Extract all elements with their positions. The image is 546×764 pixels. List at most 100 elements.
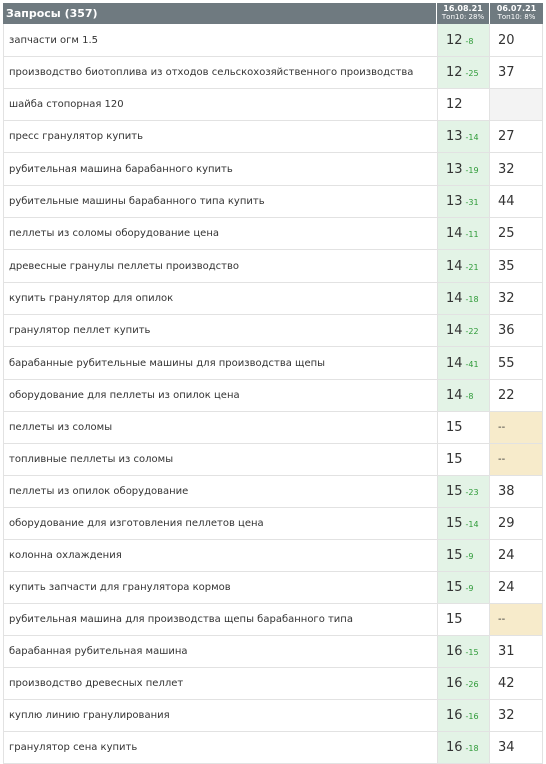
position-cell-current: 12 -25 bbox=[437, 57, 489, 88]
position-cell-previous: 27 bbox=[489, 121, 543, 152]
query-cell[interactable]: оборудование для изготовления пеллетов ц… bbox=[3, 508, 437, 539]
table-body: запчасти огм 1.5 12 -8 20 производство биото… bbox=[3, 24, 543, 764]
position-value: 14 bbox=[446, 355, 463, 371]
query-cell[interactable]: топливные пеллеты из соломы bbox=[3, 444, 437, 475]
position-delta: -21 bbox=[465, 262, 479, 272]
position-cell-current: 15 -9 bbox=[437, 572, 489, 603]
position-delta: -14 bbox=[465, 133, 479, 142]
table-row: купить гранулятор для опилок 14 -18 32 bbox=[3, 283, 543, 315]
position-value: 15 bbox=[446, 516, 463, 531]
position-cell-previous: 42 bbox=[489, 668, 543, 699]
position-cell-current: 15 bbox=[437, 604, 489, 635]
table-row: пеллеты из соломы 15 -- bbox=[3, 412, 543, 444]
position-cell-current: 14 -22 bbox=[437, 315, 489, 346]
table-row: рубительная машина для производства щепы… bbox=[3, 604, 543, 636]
table-row: пеллеты из опилок оборудование 15 -23 38 bbox=[3, 476, 543, 508]
table-row: купить запчасти для гранулятора кормов 15… bbox=[3, 572, 543, 604]
position-value: 14 bbox=[446, 323, 463, 338]
position-value: 15 bbox=[446, 484, 463, 499]
position-cell-current: 15 -14 bbox=[437, 508, 489, 539]
query-cell[interactable]: рубительные машины барабанного типа купи… bbox=[3, 186, 437, 217]
query-cell[interactable]: древесные гранулы пеллеты производство bbox=[3, 250, 437, 282]
table-row: рубительные машины барабанного типа купи… bbox=[3, 186, 543, 218]
queries-column-header[interactable]: Запросы (357) bbox=[3, 3, 436, 24]
position-cell-current: 15 bbox=[437, 444, 489, 475]
table-row: рубительная машина барабанного купить 13-… bbox=[3, 153, 543, 186]
position-value: 14 bbox=[446, 291, 463, 306]
position-delta: -9 bbox=[465, 552, 474, 561]
position-value: 16 bbox=[446, 676, 463, 691]
table-row: шайба стопорная 120 12 bbox=[3, 89, 543, 121]
position-value: 15 bbox=[446, 452, 463, 467]
table-row: топливные пеллеты из соломы 15 -- bbox=[3, 444, 543, 476]
query-cell[interactable]: оборудование для пеллеты из опилок цена bbox=[3, 380, 437, 411]
position-value: 12 bbox=[446, 65, 463, 80]
positions-table: Запросы (357) 16.08.21 Топ10: 28% 06.07.… bbox=[3, 3, 543, 764]
position-cell-previous: 29 bbox=[489, 508, 543, 539]
position-value: 13 bbox=[446, 161, 463, 177]
position-value: 16 bbox=[446, 644, 463, 659]
query-cell[interactable]: купить гранулятор для опилок bbox=[3, 283, 437, 314]
position-cell-previous bbox=[489, 89, 543, 120]
top10-label-1: Топ10: 28% bbox=[441, 13, 485, 21]
query-cell[interactable]: купить запчасти для гранулятора кормов bbox=[3, 572, 437, 603]
position-delta: -25 bbox=[465, 69, 479, 78]
position-delta: -23 bbox=[465, 488, 479, 497]
position-cell-current: 14 -18 bbox=[437, 283, 489, 314]
position-cell-previous: 20 bbox=[489, 24, 543, 56]
query-cell[interactable]: пресс гранулятор купить bbox=[3, 121, 437, 152]
query-cell[interactable]: пеллеты из соломы оборудование цена bbox=[3, 218, 437, 249]
query-cell[interactable]: рубительная машина барабанного купить bbox=[3, 153, 437, 185]
query-cell[interactable]: производство древесных пеллет bbox=[3, 668, 437, 699]
position-delta: -41 bbox=[465, 359, 479, 369]
query-cell[interactable]: запчасти огм 1.5 bbox=[3, 24, 437, 56]
query-cell[interactable]: гранулятор пеллет купить bbox=[3, 315, 437, 346]
table-row: куплю линию гранулирования 16 -16 32 bbox=[3, 700, 543, 732]
position-cell-current: 16 -26 bbox=[437, 668, 489, 699]
query-cell[interactable]: пеллеты из соломы bbox=[3, 412, 437, 443]
table-row: пресс гранулятор купить 13 -14 27 bbox=[3, 121, 543, 153]
table-row: древесные гранулы пеллеты производство 14… bbox=[3, 250, 543, 283]
query-cell[interactable]: производство биотоплива из отходов сельс… bbox=[3, 57, 437, 88]
position-value: 14 bbox=[446, 226, 463, 241]
position-cell-previous: 37 bbox=[489, 57, 543, 88]
table-row: пеллеты из соломы оборудование цена 14 -11… bbox=[3, 218, 543, 250]
position-value: 13 bbox=[446, 129, 463, 144]
table-header: Запросы (357) 16.08.21 Топ10: 28% 06.07.… bbox=[3, 3, 543, 24]
position-delta: -19 bbox=[465, 165, 479, 175]
position-cell-previous: 24 bbox=[489, 540, 543, 571]
query-cell[interactable]: барабанные рубительные машины для произв… bbox=[3, 347, 437, 379]
query-cell[interactable]: пеллеты из опилок оборудование bbox=[3, 476, 437, 507]
query-cell[interactable]: шайба стопорная 120 bbox=[3, 89, 437, 120]
position-cell-previous: 32 bbox=[489, 283, 543, 314]
query-cell[interactable]: куплю линию гранулирования bbox=[3, 700, 437, 731]
position-cell-previous: 22 bbox=[489, 380, 543, 411]
date-column-header-1[interactable]: 16.08.21 Топ10: 28% bbox=[437, 3, 489, 24]
position-cell-previous: 24 bbox=[489, 572, 543, 603]
position-cell-current: 12 -8 bbox=[437, 24, 489, 56]
position-cell-previous: 35 bbox=[489, 250, 543, 282]
position-value: 15 bbox=[446, 580, 463, 595]
position-cell-previous: -- bbox=[489, 604, 543, 635]
position-value: 12 bbox=[446, 32, 463, 48]
query-cell[interactable]: рубительная машина для производства щепы… bbox=[3, 604, 437, 635]
position-value: 15 bbox=[446, 420, 463, 435]
query-cell[interactable]: гранулятор сена купить bbox=[3, 732, 437, 763]
position-cell-previous: 38 bbox=[489, 476, 543, 507]
query-cell[interactable]: колонна охлаждения bbox=[3, 540, 437, 571]
position-cell-current: 12 bbox=[437, 89, 489, 120]
table-row: производство древесных пеллет 16 -26 42 bbox=[3, 668, 543, 700]
position-value: 16 bbox=[446, 740, 463, 755]
position-cell-current: 14 -21 bbox=[437, 250, 489, 282]
position-delta: -11 bbox=[465, 230, 479, 239]
date-column-header-2[interactable]: 06.07.21 Топ10: 8% bbox=[490, 3, 543, 24]
position-cell-current: 13 -19 bbox=[437, 153, 489, 185]
query-cell[interactable]: барабанная рубительная машина bbox=[3, 636, 437, 667]
position-value: 14 bbox=[446, 258, 463, 274]
position-value: 15 bbox=[446, 548, 463, 563]
position-delta: -16 bbox=[465, 712, 479, 721]
position-delta: -15 bbox=[465, 648, 479, 657]
position-cell-current: 13 -14 bbox=[437, 121, 489, 152]
top10-label-2: Топ10: 8% bbox=[497, 13, 536, 21]
position-cell-current: 14 -41 bbox=[437, 347, 489, 379]
